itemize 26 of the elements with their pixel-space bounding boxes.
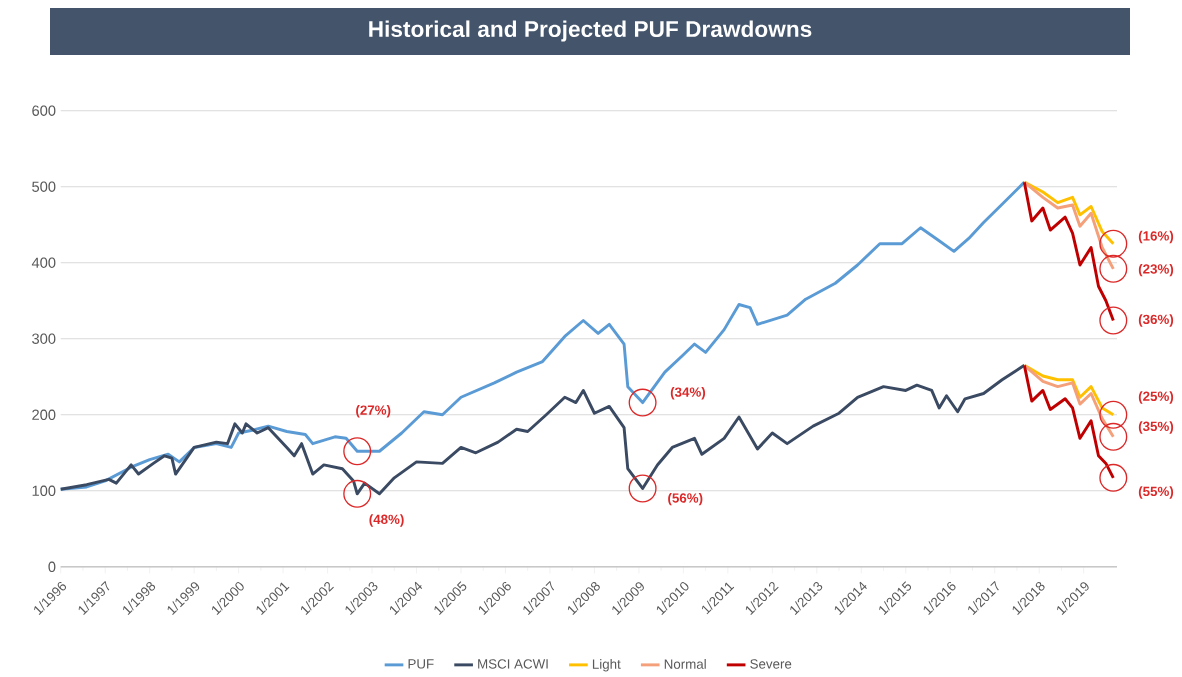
y-tick-label: 600 [32, 105, 56, 116]
y-tick-label: 200 [32, 409, 56, 420]
annotation: (48%) [369, 514, 404, 527]
legend-label: Normal [664, 659, 706, 669]
annotation: (35%) [1138, 421, 1174, 434]
annotation: (25%) [1138, 391, 1174, 404]
annotation: (34%) [670, 387, 706, 400]
line-series [59, 180, 1026, 491]
annotation: (36%) [1138, 314, 1174, 327]
annotation: (23%) [1138, 263, 1174, 277]
y-tick-label: 100 [32, 485, 56, 496]
chart-title: Historical and Projected PUF Drawdowns [369, 20, 812, 42]
y-tick-label: 300 [32, 333, 56, 344]
y-tick-label: 500 [32, 181, 56, 192]
legend-label: MSCI ACWI [478, 659, 548, 669]
point [1099, 306, 1128, 335]
annotation: (27%) [356, 405, 391, 418]
annotation: (55%) [1138, 486, 1174, 499]
legend-label: PUF [408, 659, 434, 669]
y-tick-label: 400 [31, 257, 56, 268]
annotation: (16%) [1138, 230, 1174, 244]
legend-label: Light [592, 659, 621, 672]
point [1099, 463, 1128, 492]
annotation: (56%) [668, 492, 703, 506]
legend-label: Severe [750, 659, 792, 669]
y-tick-label: 0 [48, 561, 56, 572]
